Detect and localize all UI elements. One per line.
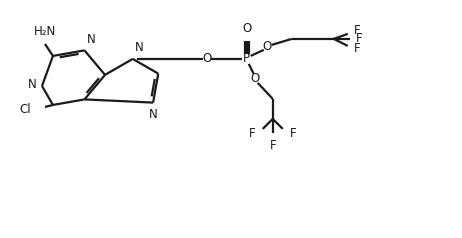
Text: O: O [250,72,259,85]
Text: Cl: Cl [19,104,31,116]
Text: F: F [354,24,360,37]
Text: P: P [243,52,250,65]
Text: N: N [135,41,144,54]
Text: F: F [356,32,362,45]
Text: F: F [290,127,296,140]
Text: F: F [249,127,256,140]
Text: H₂N: H₂N [34,25,56,38]
Text: O: O [202,52,212,65]
Text: N: N [149,108,158,121]
Text: F: F [354,42,360,55]
Text: N: N [28,78,37,90]
Text: O: O [262,40,271,53]
Text: F: F [269,139,276,152]
Text: N: N [86,33,95,46]
Text: O: O [242,22,251,35]
